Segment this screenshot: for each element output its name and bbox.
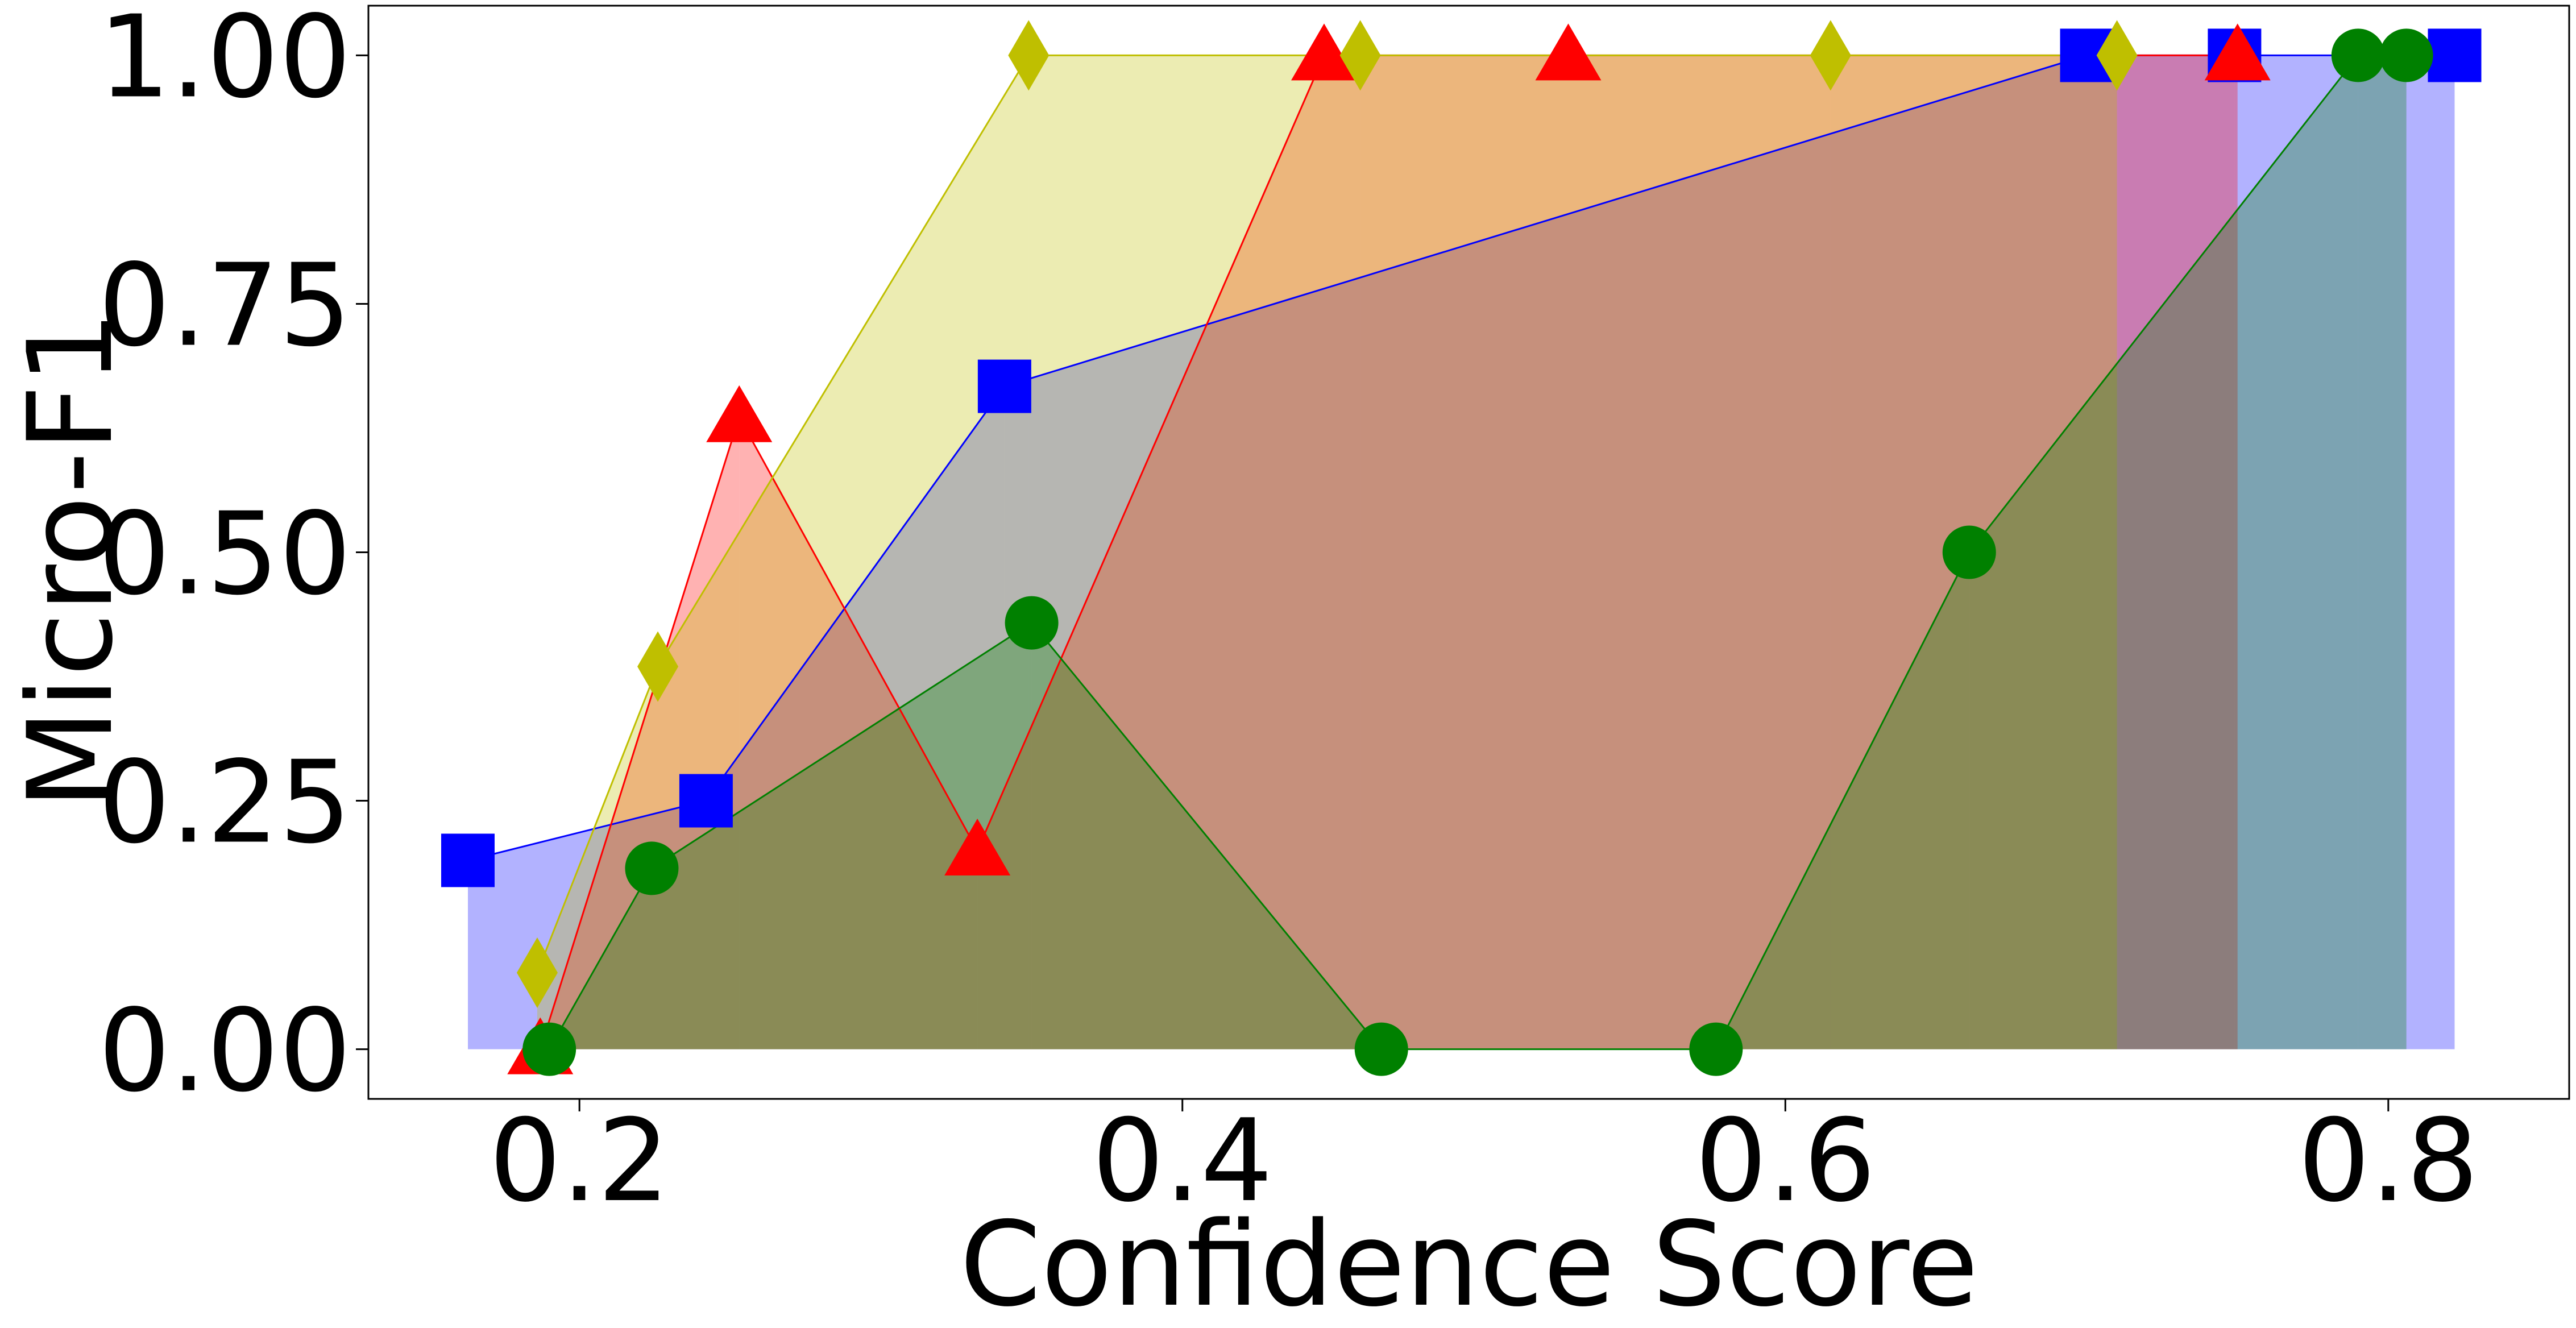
y-axis-label: Micro-F1 [3, 310, 139, 810]
series-2-point-2 [1008, 20, 1050, 91]
series-2-point-5 [2096, 20, 2138, 91]
series-1-point-1 [706, 385, 773, 442]
series-markers [441, 20, 2482, 1076]
y-tick-label-3: 0.75 [98, 239, 351, 372]
series-3-fill-segment [2358, 55, 2407, 1049]
series-3-point-0 [522, 1022, 576, 1076]
series-2-point-1 [637, 631, 679, 702]
series-1-point-4 [1535, 23, 1602, 81]
x-tick-label-1: 0.4 [1092, 1095, 1273, 1227]
series-3-point-6 [2331, 28, 2385, 82]
series-3-point-7 [2379, 28, 2433, 82]
series-0-point-5 [2428, 28, 2482, 82]
series-2-point-3 [1339, 20, 1381, 91]
series-0-point-1 [679, 774, 733, 828]
series-1-fill-segment [1324, 55, 1569, 1049]
series-3-point-5 [1942, 525, 1996, 579]
series-0-fill-segment [2086, 55, 2235, 1049]
series-1-fill-segment [739, 417, 978, 1049]
series-2-fill-segment [1360, 55, 1831, 1049]
y-tick-label-1: 0.25 [98, 737, 351, 869]
series-3-fill-segment [1969, 55, 2358, 1049]
series-2-line [536, 54, 2117, 973]
y-tick-label-4: 1.00 [98, 0, 351, 123]
x-tick-label-3: 0.8 [2298, 1095, 2479, 1227]
series-2-fill-segment [537, 666, 658, 1049]
series-3-point-3 [1354, 1022, 1408, 1076]
series-3-fill-segment [652, 622, 1032, 1049]
series-0-fill-segment [706, 386, 1005, 1049]
series-1-point-3 [1291, 23, 1357, 81]
series-2-fill-segment [658, 55, 1029, 1049]
series-0-point-0 [441, 833, 495, 887]
x-axis: 0.2 0.4 0.6 0.8 [489, 1095, 2479, 1227]
series-1-fill-segment [1568, 55, 2238, 1049]
series-2-fill-segment [1028, 55, 1360, 1049]
y-tick-label-0: 0.00 [98, 985, 351, 1118]
series-3-point-1 [625, 841, 679, 895]
series-1-point-5 [2204, 23, 2271, 81]
series-0-point-2 [977, 359, 1031, 413]
y-tick-label-2: 0.50 [98, 488, 351, 621]
series-1-point-2 [944, 818, 1011, 875]
y-axis: 0.00 0.25 0.50 0.75 1.00 [98, 0, 368, 1118]
x-axis-label: Confidence Score [960, 1197, 1978, 1328]
series-1-fill-segment [977, 55, 1324, 1049]
series-2-point-4 [1810, 20, 1851, 91]
series-3-point-4 [1689, 1022, 1743, 1076]
series-2-point-0 [516, 937, 558, 1008]
x-tick-label-0: 0.2 [489, 1095, 670, 1227]
series-0-line [467, 54, 2455, 861]
series-0-fill-segment [2234, 55, 2455, 1049]
x-tick-label-2: 0.6 [1695, 1095, 1876, 1227]
series-3-point-2 [1005, 596, 1059, 650]
